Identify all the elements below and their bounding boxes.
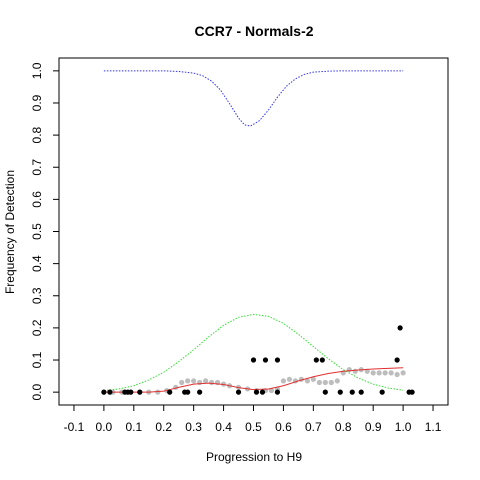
data-point xyxy=(394,357,400,363)
data-point xyxy=(379,389,385,395)
smoothed-point xyxy=(382,370,388,376)
smoothed-point xyxy=(209,379,215,386)
smoothed-point xyxy=(334,378,340,384)
y-tick-label: 0.4 xyxy=(30,255,44,272)
smoothed-point xyxy=(185,378,191,384)
smoothed-point xyxy=(191,378,197,384)
y-tick-label: 0.5 xyxy=(30,223,44,240)
smoothed-point xyxy=(280,378,287,384)
data-point xyxy=(313,357,319,363)
data-point xyxy=(259,389,266,395)
data-point xyxy=(167,389,173,395)
data-point xyxy=(137,389,143,395)
data-point xyxy=(253,389,260,395)
data-point xyxy=(197,389,203,395)
data-point xyxy=(235,389,242,395)
data-point xyxy=(250,357,257,363)
smoothed-point xyxy=(328,379,334,386)
data-point xyxy=(128,389,134,395)
y-axis: 0.0 0.1 0.2 0.3 0.4 0.5 0.6 0.7 0.8 0.9 1.0 xyxy=(30,62,59,400)
y-tick-label: 0.6 xyxy=(30,191,44,208)
x-tick-label: 0.4 xyxy=(215,420,232,434)
y-tick-label: 1.0 xyxy=(30,62,44,79)
smoothed-point xyxy=(400,370,406,376)
data-point xyxy=(107,389,113,395)
data-point xyxy=(101,389,107,395)
smoothed-point xyxy=(394,371,400,378)
smoothed-point xyxy=(268,387,275,394)
x-tick-label: 0.9 xyxy=(365,420,382,434)
x-tick-label: 0.3 xyxy=(185,420,202,434)
x-tick-label: 1.0 xyxy=(395,420,412,434)
smoothed-point xyxy=(203,378,209,384)
y-tick-label: 0.0 xyxy=(30,383,44,400)
x-tick-label: 0.6 xyxy=(275,420,292,434)
data-point xyxy=(274,389,281,395)
x-tick-label: 0.8 xyxy=(335,420,352,434)
fit-line xyxy=(103,367,404,393)
x-tick-label: 0.2 xyxy=(155,420,172,434)
smoothed-point xyxy=(370,370,376,376)
y-tick-label: 0.8 xyxy=(30,126,44,143)
data-point xyxy=(349,389,355,395)
smoothed-point xyxy=(155,389,161,395)
green-curve xyxy=(103,313,404,392)
smoothed-point xyxy=(286,376,293,382)
x-axis: -0.1 0.0 0.1 0.2 0.3 0.4 0.5 0.6 0.7 0.8 0.9 1.0 1.1 xyxy=(64,405,442,434)
x-tick-label: 0.0 xyxy=(96,420,113,434)
x-tick-label: 0.7 xyxy=(305,420,322,434)
y-tick-label: 0.7 xyxy=(30,159,44,176)
x-tick-label: -0.1 xyxy=(64,420,85,434)
smoothed-point xyxy=(352,368,358,374)
data-point xyxy=(409,389,415,395)
y-axis-label: Frequency of Detection xyxy=(3,170,17,294)
smoothed-point xyxy=(376,370,382,376)
smoothed-point xyxy=(179,379,185,386)
smoothed-point xyxy=(316,379,322,386)
x-tick-label: 0.5 xyxy=(245,420,262,434)
data-point xyxy=(337,389,343,395)
blue-curve xyxy=(103,70,404,127)
x-axis-label: Progression to H9 xyxy=(206,450,302,464)
data-point xyxy=(262,357,269,363)
smoothed-point xyxy=(322,379,328,386)
smoothed-point xyxy=(388,370,394,376)
y-tick-label: 0.1 xyxy=(30,351,44,368)
data-point xyxy=(397,325,403,331)
chart-title: CCR7 - Normals-2 xyxy=(194,23,313,39)
data-point xyxy=(322,389,328,395)
data-point xyxy=(319,357,325,363)
y-tick-label: 0.3 xyxy=(30,287,44,304)
data-point xyxy=(358,389,364,395)
y-tick-label: 0.2 xyxy=(30,319,44,336)
x-tick-label: 0.1 xyxy=(125,420,142,434)
plot-frame xyxy=(58,57,449,406)
data-point xyxy=(274,357,281,363)
smoothed-point xyxy=(304,378,310,384)
smoothed-point xyxy=(310,376,316,382)
data-point xyxy=(185,389,191,395)
plot-area xyxy=(101,70,415,395)
x-tick-label: 1.1 xyxy=(425,420,442,434)
y-tick-label: 0.9 xyxy=(30,94,44,111)
